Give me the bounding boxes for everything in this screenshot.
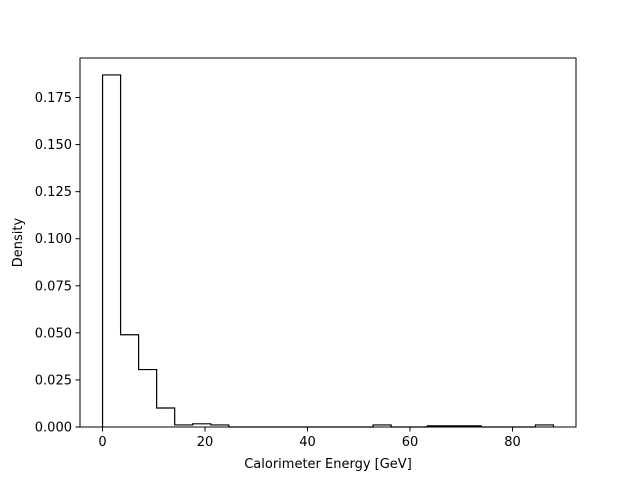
plot-background bbox=[80, 58, 576, 427]
y-tick-label: 0.025 bbox=[35, 373, 72, 388]
y-tick-label: 0.125 bbox=[35, 185, 72, 200]
y-tick-label: 0.075 bbox=[35, 279, 72, 294]
y-tick-label: 0.150 bbox=[35, 138, 72, 153]
x-tick-label: 80 bbox=[504, 435, 521, 450]
y-axis-label: Density bbox=[11, 217, 26, 267]
plot-area bbox=[79, 57, 577, 428]
x-axis-ticks: 0 20 40 60 80 bbox=[98, 427, 521, 450]
x-tick-label: 20 bbox=[197, 435, 214, 450]
y-tick-label: 0.100 bbox=[35, 232, 72, 247]
x-tick-label: 40 bbox=[299, 435, 316, 450]
x-tick-label: 60 bbox=[402, 435, 419, 450]
y-axis-ticks: 0.000 0.025 0.050 0.075 0.100 0.125 0.150 0.175 bbox=[35, 91, 80, 436]
y-tick-label: 0.000 bbox=[35, 421, 72, 436]
y-tick-label: 0.050 bbox=[35, 326, 72, 341]
x-tick-label: 0 bbox=[98, 435, 106, 450]
x-axis-label: Calorimeter Energy [GeV] bbox=[244, 457, 412, 472]
y-tick-label: 0.175 bbox=[35, 91, 72, 106]
axes-frame bbox=[79, 57, 577, 428]
